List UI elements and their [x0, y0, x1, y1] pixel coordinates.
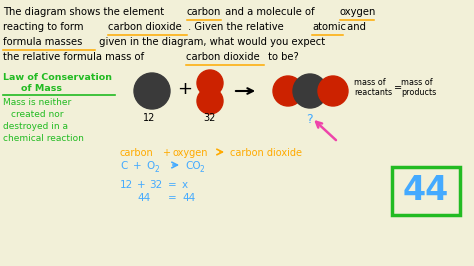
Text: 44: 44 [403, 174, 449, 207]
Text: 12: 12 [143, 113, 155, 123]
Text: =: = [168, 180, 177, 190]
Text: carbon: carbon [120, 148, 154, 158]
Text: of Mass: of Mass [21, 84, 62, 93]
Text: +: + [162, 148, 170, 158]
Text: reacting to form: reacting to form [3, 22, 87, 32]
Circle shape [318, 76, 348, 106]
Text: chemical reaction: chemical reaction [3, 134, 84, 143]
Text: products: products [401, 88, 436, 97]
Text: 44: 44 [182, 193, 195, 203]
Text: 2: 2 [200, 165, 205, 174]
Text: atomic: atomic [312, 22, 346, 32]
Text: Law of Conservation: Law of Conservation [3, 73, 112, 82]
Text: reactants: reactants [354, 88, 392, 97]
Text: and a molecule of: and a molecule of [222, 7, 318, 17]
Text: CO: CO [185, 161, 201, 171]
Circle shape [197, 70, 223, 96]
Text: =: = [394, 83, 402, 93]
Text: C: C [120, 161, 128, 171]
Text: mass of: mass of [401, 78, 433, 87]
Circle shape [293, 74, 327, 108]
Text: . Given the relative: . Given the relative [188, 22, 287, 32]
Text: 12: 12 [120, 180, 133, 190]
Text: The diagram shows the element: The diagram shows the element [3, 7, 167, 17]
Text: to be?: to be? [265, 52, 299, 62]
Text: carbon dioxide: carbon dioxide [186, 52, 260, 62]
Text: 44: 44 [137, 193, 150, 203]
Text: formula masses: formula masses [3, 37, 82, 47]
Text: created nor: created nor [11, 110, 64, 119]
Text: +: + [177, 80, 192, 98]
Text: oxygen: oxygen [340, 7, 376, 17]
Text: carbon dioxide: carbon dioxide [230, 148, 302, 158]
FancyBboxPatch shape [392, 167, 460, 215]
Circle shape [273, 76, 303, 106]
Text: x: x [182, 180, 188, 190]
Circle shape [134, 73, 170, 109]
Text: +: + [133, 161, 142, 171]
Text: carbon: carbon [187, 7, 221, 17]
Text: carbon dioxide: carbon dioxide [108, 22, 182, 32]
Text: and: and [344, 22, 366, 32]
Text: Mass is neither: Mass is neither [3, 98, 71, 107]
Text: mass of: mass of [354, 78, 386, 87]
Text: O: O [146, 161, 154, 171]
Text: +: + [137, 180, 146, 190]
Circle shape [197, 88, 223, 114]
Text: the relative formula mass of: the relative formula mass of [3, 52, 147, 62]
Text: oxygen: oxygen [173, 148, 209, 158]
Text: given in the diagram, what would you expect: given in the diagram, what would you exp… [96, 37, 325, 47]
Text: =: = [168, 193, 177, 203]
Text: 32: 32 [149, 180, 162, 190]
Text: ?: ? [306, 113, 313, 126]
Text: destroyed in a: destroyed in a [3, 122, 68, 131]
Text: 32: 32 [203, 113, 215, 123]
Text: 2: 2 [155, 165, 160, 174]
